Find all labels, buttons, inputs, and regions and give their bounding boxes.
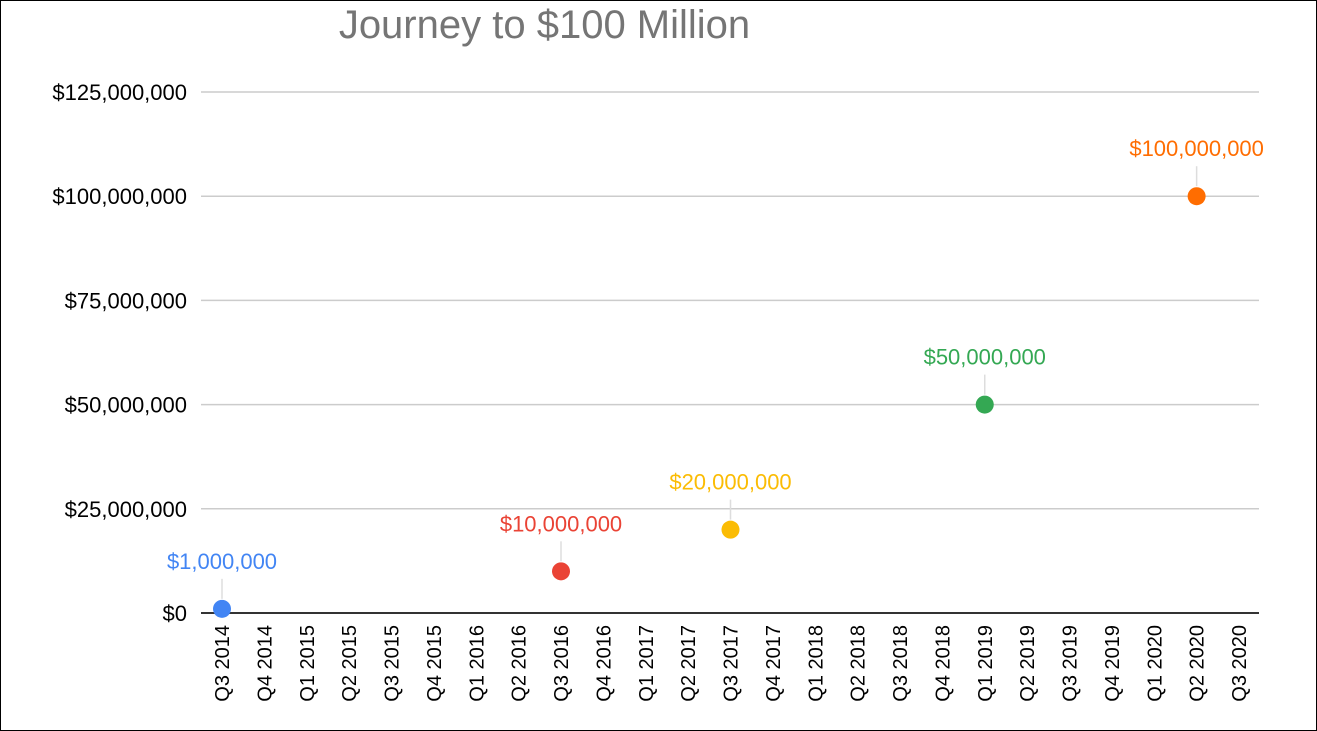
x-tick-label: Q3 2018 <box>890 625 912 702</box>
data-points: $1,000,000 $10,000,000 $20,000,000 $50,000,… <box>167 136 1264 618</box>
chart-title: Journey to $100 Million <box>338 3 751 47</box>
y-tick-label: $100,000,000 <box>52 184 187 209</box>
y-tick-label: $125,000,000 <box>52 80 187 105</box>
data-label: $1,000,000 <box>167 549 277 574</box>
x-tick-label: Q3 2016 <box>551 625 573 702</box>
x-tick-label: Q2 2020 <box>1187 625 1209 702</box>
x-tick-label: Q3 2014 <box>212 625 234 702</box>
y-tick-label: $25,000,000 <box>65 497 187 522</box>
x-tick-label: Q1 2018 <box>805 625 827 702</box>
data-label: $20,000,000 <box>669 470 791 495</box>
y-tick-label: $0 <box>163 601 187 626</box>
x-tick-label: Q2 2018 <box>848 625 870 702</box>
x-tick-label: Q1 2015 <box>297 625 319 702</box>
data-point[interactable] <box>1187 187 1206 206</box>
data-label: $50,000,000 <box>924 345 1046 370</box>
y-tick-label: $75,000,000 <box>65 288 187 313</box>
x-tick-label: Q3 2020 <box>1229 625 1251 702</box>
x-tick-label: Q4 2018 <box>932 625 954 702</box>
x-tick-label: Q4 2014 <box>254 625 276 702</box>
data-point[interactable] <box>975 395 994 414</box>
x-axis-ticks: Q3 2014 Q4 2014 Q1 2015 Q2 2015 Q3 2015 Q4 20… <box>212 625 1251 702</box>
x-tick-label: Q2 2019 <box>1017 625 1039 702</box>
x-tick-label: Q1 2020 <box>1144 625 1166 702</box>
x-tick-label: Q4 2019 <box>1102 625 1124 702</box>
data-point[interactable] <box>552 562 570 581</box>
x-tick-label: Q2 2016 <box>509 625 531 702</box>
gridlines <box>201 91 1259 614</box>
data-label: $100,000,000 <box>1129 136 1264 161</box>
x-tick-label: Q1 2017 <box>636 625 658 702</box>
x-tick-label: Q4 2017 <box>763 625 785 702</box>
x-tick-label: Q4 2015 <box>424 625 446 702</box>
x-tick-label: Q3 2015 <box>382 625 404 702</box>
data-point[interactable] <box>213 599 231 618</box>
data-point[interactable] <box>721 520 740 539</box>
x-tick-label: Q1 2019 <box>975 625 997 702</box>
x-tick-label: Q3 2017 <box>721 625 743 702</box>
x-tick-label: Q1 2016 <box>466 625 488 702</box>
y-axis-ticks: $0 $25,000,000 $50,000,000 $75,000,000 $100,… <box>52 80 187 626</box>
x-tick-label: Q2 2015 <box>339 625 361 702</box>
x-tick-label: Q2 2017 <box>678 625 700 702</box>
x-tick-label: Q3 2019 <box>1060 625 1082 702</box>
x-tick-label: Q4 2016 <box>593 625 615 702</box>
data-label: $10,000,000 <box>500 511 622 536</box>
y-tick-label: $50,000,000 <box>65 393 187 418</box>
